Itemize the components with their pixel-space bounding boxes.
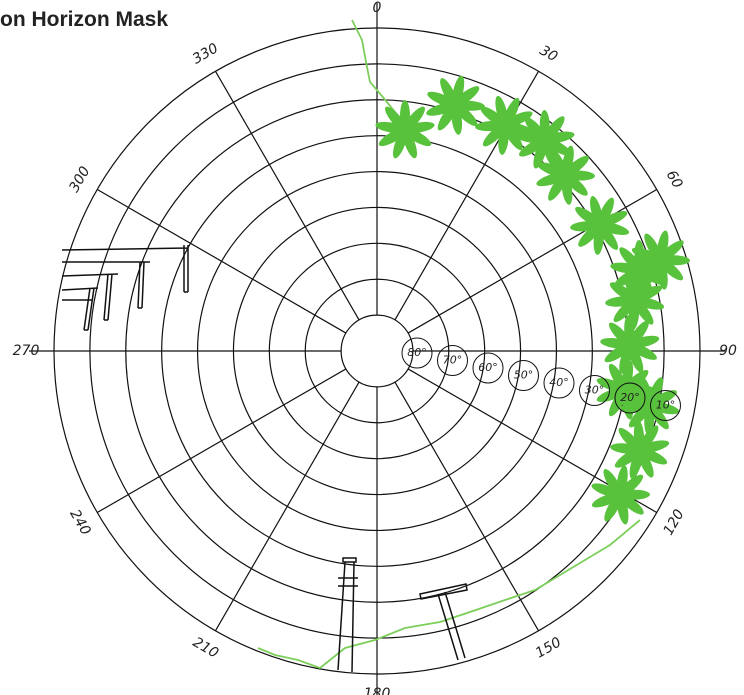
leaf bbox=[608, 388, 628, 417]
leaf bbox=[638, 447, 668, 465]
elevation-label: 50° bbox=[514, 369, 534, 382]
leaf bbox=[561, 145, 574, 177]
horizon-line-lower bbox=[257, 519, 641, 670]
elevation-label: 60° bbox=[478, 361, 498, 374]
azimuth-label: 150 bbox=[533, 634, 564, 661]
tree bbox=[536, 145, 595, 205]
leaf bbox=[591, 483, 622, 498]
leaf bbox=[537, 162, 567, 178]
leaf bbox=[631, 247, 662, 263]
leaf bbox=[385, 106, 407, 132]
elevation-label-circle bbox=[508, 360, 539, 391]
azimuth-line bbox=[214, 70, 360, 321]
leaf bbox=[403, 127, 432, 147]
title: on Horizon Mask bbox=[0, 8, 168, 31]
tree-canopy bbox=[375, 75, 690, 525]
elevation-label: 20° bbox=[620, 391, 640, 404]
azimuth-label: 60 bbox=[663, 168, 686, 192]
elevation-label-circle bbox=[472, 352, 504, 384]
leaf bbox=[648, 402, 680, 415]
leaf bbox=[629, 448, 643, 479]
leaf bbox=[628, 335, 660, 348]
tree bbox=[375, 100, 435, 159]
azimuth-label: 210 bbox=[190, 634, 221, 661]
power-pole-bottom bbox=[337, 557, 358, 673]
azimuth-label: 270 bbox=[13, 343, 40, 359]
elevation-label-circle bbox=[401, 337, 433, 369]
power-pole-right bbox=[419, 583, 468, 661]
azimuth-label: 180 bbox=[364, 686, 391, 695]
leaf bbox=[618, 493, 644, 515]
azimuth-label: 240 bbox=[66, 507, 93, 538]
tree bbox=[475, 95, 534, 155]
leaf bbox=[392, 128, 408, 159]
power-poles-left bbox=[61, 245, 189, 331]
leaf bbox=[495, 95, 508, 127]
elevation-label-circle bbox=[543, 367, 575, 399]
leaf bbox=[619, 343, 633, 374]
azimuth-line bbox=[214, 381, 360, 632]
leaf bbox=[597, 197, 615, 227]
azimuth-label: 30 bbox=[537, 43, 561, 66]
azimuth-line bbox=[394, 381, 540, 632]
leaf bbox=[598, 222, 630, 235]
leaf bbox=[632, 272, 649, 302]
tree bbox=[610, 420, 670, 479]
elevation-label-circle bbox=[579, 375, 610, 406]
azimuth-label: 330 bbox=[190, 40, 221, 67]
azimuth-label: 90 bbox=[719, 343, 737, 359]
tree bbox=[426, 75, 485, 135]
tree bbox=[591, 465, 650, 525]
tree bbox=[631, 230, 690, 290]
tree bbox=[600, 315, 660, 374]
leaf bbox=[604, 493, 623, 522]
leaf bbox=[543, 137, 572, 156]
elevation-label-circle bbox=[614, 382, 646, 414]
leaf bbox=[503, 122, 534, 136]
azimuth-label: 300 bbox=[66, 164, 93, 195]
leaf bbox=[427, 91, 457, 108]
elevation-label-circle bbox=[437, 345, 468, 376]
leaf bbox=[658, 240, 684, 262]
leaf bbox=[596, 377, 627, 393]
azimuth-line bbox=[96, 188, 347, 334]
tree bbox=[605, 271, 665, 330]
leaf bbox=[539, 110, 550, 142]
elevation-label-circle bbox=[650, 390, 681, 421]
azimuth-label: 120 bbox=[660, 507, 687, 538]
elevation-label: 70° bbox=[443, 354, 463, 367]
elevation-label: 40° bbox=[549, 376, 569, 389]
leaf bbox=[533, 138, 548, 169]
azimuth-line bbox=[96, 368, 347, 514]
elevation-label: 80° bbox=[407, 346, 427, 359]
tree bbox=[570, 195, 630, 255]
leaf bbox=[633, 285, 663, 303]
leaf bbox=[440, 78, 458, 107]
azimuth-label: 0 bbox=[373, 0, 382, 16]
horizon-line bbox=[351, 19, 401, 121]
elevation-label: 10° bbox=[656, 399, 676, 412]
elevation-label: 30° bbox=[585, 384, 605, 397]
